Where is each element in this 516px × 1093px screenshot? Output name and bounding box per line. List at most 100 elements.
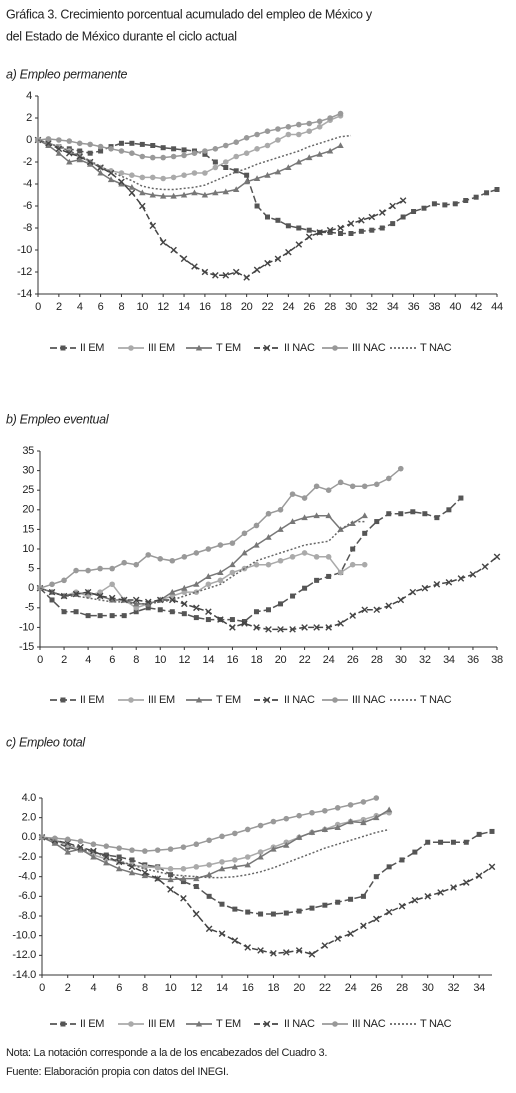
- marker: [421, 584, 429, 592]
- marker: [128, 189, 136, 197]
- marker: [231, 937, 239, 944]
- x-tick-label: 44: [491, 301, 503, 313]
- legend-label: III NAC: [352, 694, 386, 706]
- marker: [72, 590, 80, 598]
- marker: [285, 223, 291, 229]
- marker: [257, 947, 264, 954]
- marker: [398, 511, 404, 517]
- y-tick-label: 5: [28, 563, 34, 575]
- y-tick-label: 0: [28, 582, 34, 594]
- marker: [265, 510, 272, 517]
- marker: [139, 202, 146, 210]
- marker: [434, 515, 440, 521]
- marker: [142, 848, 148, 854]
- y-tick-label: -8.0: [18, 910, 36, 922]
- x-tick-label: 32: [366, 301, 378, 313]
- marker: [77, 843, 84, 851]
- marker: [191, 150, 198, 156]
- x-tick-label: 32: [419, 654, 431, 666]
- marker: [316, 151, 323, 157]
- marker: [266, 607, 271, 613]
- marker: [180, 844, 187, 850]
- marker: [264, 171, 271, 178]
- marker: [277, 507, 284, 513]
- marker: [243, 135, 250, 141]
- marker: [244, 826, 251, 833]
- marker: [488, 863, 496, 871]
- marker: [277, 557, 284, 564]
- x-tick-label: 24: [345, 982, 357, 994]
- marker: [295, 241, 303, 248]
- x-tick-label: 12: [190, 982, 202, 994]
- marker: [170, 153, 177, 160]
- marker: [77, 148, 83, 154]
- marker: [180, 866, 187, 872]
- marker: [205, 581, 212, 588]
- marker: [360, 819, 367, 826]
- marker: [458, 495, 464, 501]
- x-tick-label: 14: [216, 982, 228, 994]
- marker: [212, 146, 219, 152]
- legend-label: II NAC: [284, 694, 315, 706]
- x-tick-label: 20: [241, 301, 253, 313]
- marker: [142, 864, 148, 870]
- marker: [270, 950, 277, 957]
- marker: [132, 596, 140, 604]
- marker: [85, 567, 91, 574]
- marker: [386, 864, 392, 870]
- marker: [129, 150, 135, 156]
- marker: [308, 951, 316, 958]
- marker: [212, 159, 218, 165]
- x-tick-label: 4: [91, 982, 97, 994]
- marker: [167, 886, 174, 893]
- marker: [205, 871, 213, 878]
- marker: [358, 228, 364, 234]
- marker: [193, 875, 200, 882]
- marker: [192, 910, 200, 918]
- marker: [463, 198, 469, 203]
- marker: [128, 184, 136, 190]
- marker: [309, 905, 315, 911]
- marker: [205, 617, 211, 623]
- marker: [316, 124, 323, 130]
- marker: [77, 838, 84, 845]
- marker: [349, 483, 356, 490]
- marker: [103, 859, 110, 866]
- y-tick-label: 35: [22, 445, 34, 457]
- marker: [493, 553, 501, 561]
- marker: [241, 619, 247, 625]
- y-tick-label: -4.0: [18, 871, 36, 883]
- marker: [253, 266, 261, 274]
- marker: [118, 148, 125, 154]
- marker: [159, 192, 167, 199]
- marker: [139, 141, 145, 147]
- marker: [306, 120, 313, 127]
- marker: [149, 154, 156, 161]
- marker: [285, 248, 292, 256]
- marker: [76, 153, 84, 160]
- legend-label: II EM: [80, 1018, 104, 1030]
- marker: [167, 876, 174, 883]
- marker: [289, 518, 296, 525]
- legend-label: III EM: [148, 694, 175, 706]
- marker: [347, 818, 354, 825]
- marker: [149, 174, 156, 181]
- marker: [358, 217, 365, 224]
- marker: [257, 822, 264, 829]
- marker: [254, 131, 260, 138]
- marker: [222, 272, 230, 279]
- marker: [409, 588, 417, 596]
- marker: [128, 697, 134, 703]
- marker: [433, 580, 441, 588]
- x-tick-label: 6: [109, 654, 115, 666]
- y-tick-label: -15: [19, 641, 34, 653]
- marker: [118, 180, 125, 187]
- y-tick-label: -12.0: [12, 949, 36, 961]
- marker: [295, 121, 302, 128]
- series-line: [39, 520, 365, 605]
- marker: [389, 202, 396, 210]
- x-tick-label: 0: [37, 654, 43, 666]
- marker: [399, 857, 405, 863]
- marker: [133, 561, 140, 568]
- series-line: [41, 828, 390, 879]
